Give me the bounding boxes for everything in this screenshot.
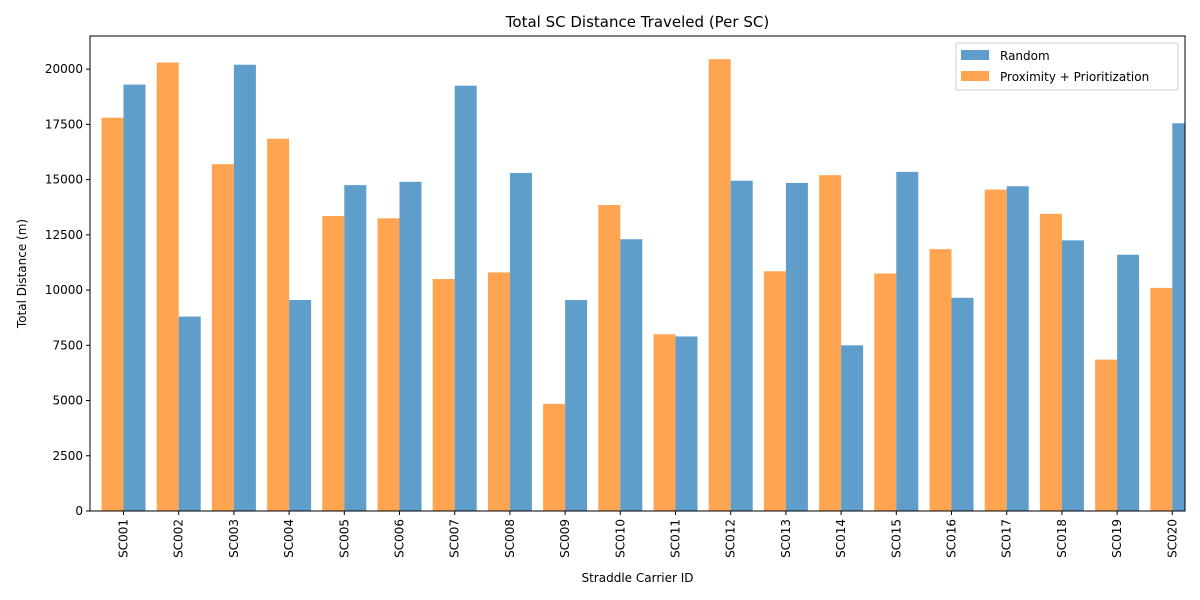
bar-proximity-prioritization-sc020 — [1150, 287, 1173, 511]
bar-proximity-prioritization-sc018 — [1039, 213, 1062, 512]
bar-proximity-prioritization-sc013 — [763, 271, 786, 511]
x-tick-label: SC018 — [1055, 519, 1069, 558]
y-tick-label: 12500 — [45, 228, 83, 242]
x-tick-label: SC003 — [227, 519, 241, 558]
bar-random-sc017 — [1006, 186, 1029, 512]
bar-proximity-prioritization-sc009 — [543, 403, 566, 511]
bar-random-sc019 — [1117, 254, 1140, 511]
x-tick-label: SC014 — [834, 519, 848, 558]
bar-proximity-prioritization-sc005 — [322, 216, 345, 511]
y-axis-ticks: 0 2500 5000 7500 10000 12500 15000 17500 20000 — [45, 62, 90, 518]
bar-proximity-prioritization-sc017 — [984, 189, 1007, 511]
bar-proximity-prioritization-sc007 — [432, 279, 455, 511]
y-tick-label: 20000 — [45, 62, 83, 76]
bar-random-sc001 — [123, 84, 146, 512]
x-tick-label: SC008 — [503, 519, 517, 558]
bar-random-sc018 — [1061, 240, 1084, 511]
y-axis-label: Total Distance (m) — [15, 219, 29, 329]
bar-random-sc015 — [896, 171, 919, 512]
legend-label-proximity-prioritization: Proximity + Prioritization — [1000, 70, 1149, 84]
x-tick-label: SC019 — [1110, 519, 1124, 558]
x-tick-label: SC017 — [1000, 519, 1014, 558]
chart-title: Total SC Distance Traveled (Per SC) — [505, 13, 769, 31]
y-tick-label: 7500 — [52, 338, 83, 352]
legend: Random Proximity + Prioritization — [955, 42, 1179, 91]
x-tick-label: SC006 — [393, 519, 407, 558]
y-tick-label: 15000 — [45, 173, 83, 187]
plot-frame — [89, 35, 1186, 512]
bar-random-sc006 — [399, 181, 422, 511]
bar-proximity-prioritization-sc008 — [487, 272, 510, 511]
x-tick-label: SC013 — [779, 519, 793, 558]
bars-group — [101, 59, 1185, 512]
y-tick-label: 17500 — [45, 117, 83, 131]
bar-random-sc020 — [1172, 123, 1185, 511]
bar-proximity-prioritization-sc016 — [929, 249, 952, 511]
legend-swatch-proximity-prioritization — [961, 71, 989, 81]
x-tick-label: SC020 — [1165, 519, 1179, 558]
bar-random-sc012 — [730, 180, 753, 512]
bar-random-sc013 — [785, 182, 808, 511]
x-axis-ticks: SC001 SC002 SC003 SC004 SC005 SC006 SC007 SC008… — [117, 511, 1179, 558]
bar-proximity-prioritization-sc011 — [653, 334, 676, 511]
y-tick-label: 10000 — [45, 283, 83, 297]
legend-label-random: Random — [1000, 49, 1050, 63]
bar-random-sc011 — [675, 336, 698, 511]
bar-proximity-prioritization-sc012 — [708, 59, 731, 512]
x-tick-label: SC001 — [117, 519, 131, 558]
bar-proximity-prioritization-sc010 — [598, 205, 621, 511]
x-tick-label: SC011 — [669, 519, 683, 558]
bar-random-sc008 — [509, 172, 532, 511]
bar-random-sc003 — [233, 64, 256, 511]
legend-swatch-random — [961, 50, 989, 60]
bar-random-sc016 — [951, 297, 974, 511]
x-tick-label: SC010 — [613, 519, 627, 558]
bar-proximity-prioritization-sc001 — [101, 117, 124, 511]
x-tick-label: SC015 — [889, 519, 903, 558]
x-tick-label: SC007 — [448, 519, 462, 558]
bar-proximity-prioritization-sc019 — [1095, 359, 1118, 511]
bar-proximity-prioritization-sc014 — [819, 175, 842, 512]
y-tick-label: 0 — [75, 504, 83, 518]
x-axis-label: Straddle Carrier ID — [581, 571, 693, 585]
bar-proximity-prioritization-sc003 — [211, 164, 234, 512]
bar-random-sc005 — [344, 185, 367, 511]
bar-random-sc009 — [565, 300, 588, 511]
y-tick-label: 5000 — [52, 394, 83, 408]
bar-proximity-prioritization-sc015 — [874, 273, 897, 511]
x-tick-label: SC016 — [945, 519, 959, 558]
bar-proximity-prioritization-sc004 — [267, 138, 290, 512]
x-tick-label: SC012 — [724, 519, 738, 558]
bar-proximity-prioritization-sc002 — [156, 62, 179, 511]
x-tick-label: SC002 — [172, 519, 186, 558]
bar-random-sc002 — [178, 316, 201, 511]
bar-random-sc014 — [841, 345, 864, 511]
x-tick-label: SC004 — [282, 519, 296, 558]
bar-random-sc010 — [620, 239, 643, 512]
x-tick-label: SC005 — [337, 519, 351, 558]
bar-proximity-prioritization-sc006 — [377, 218, 400, 511]
bar-random-sc004 — [289, 300, 312, 511]
legend-box — [955, 42, 1179, 91]
x-tick-label: SC009 — [558, 519, 572, 558]
y-tick-label: 2500 — [52, 449, 83, 463]
bar-random-sc007 — [454, 85, 477, 512]
